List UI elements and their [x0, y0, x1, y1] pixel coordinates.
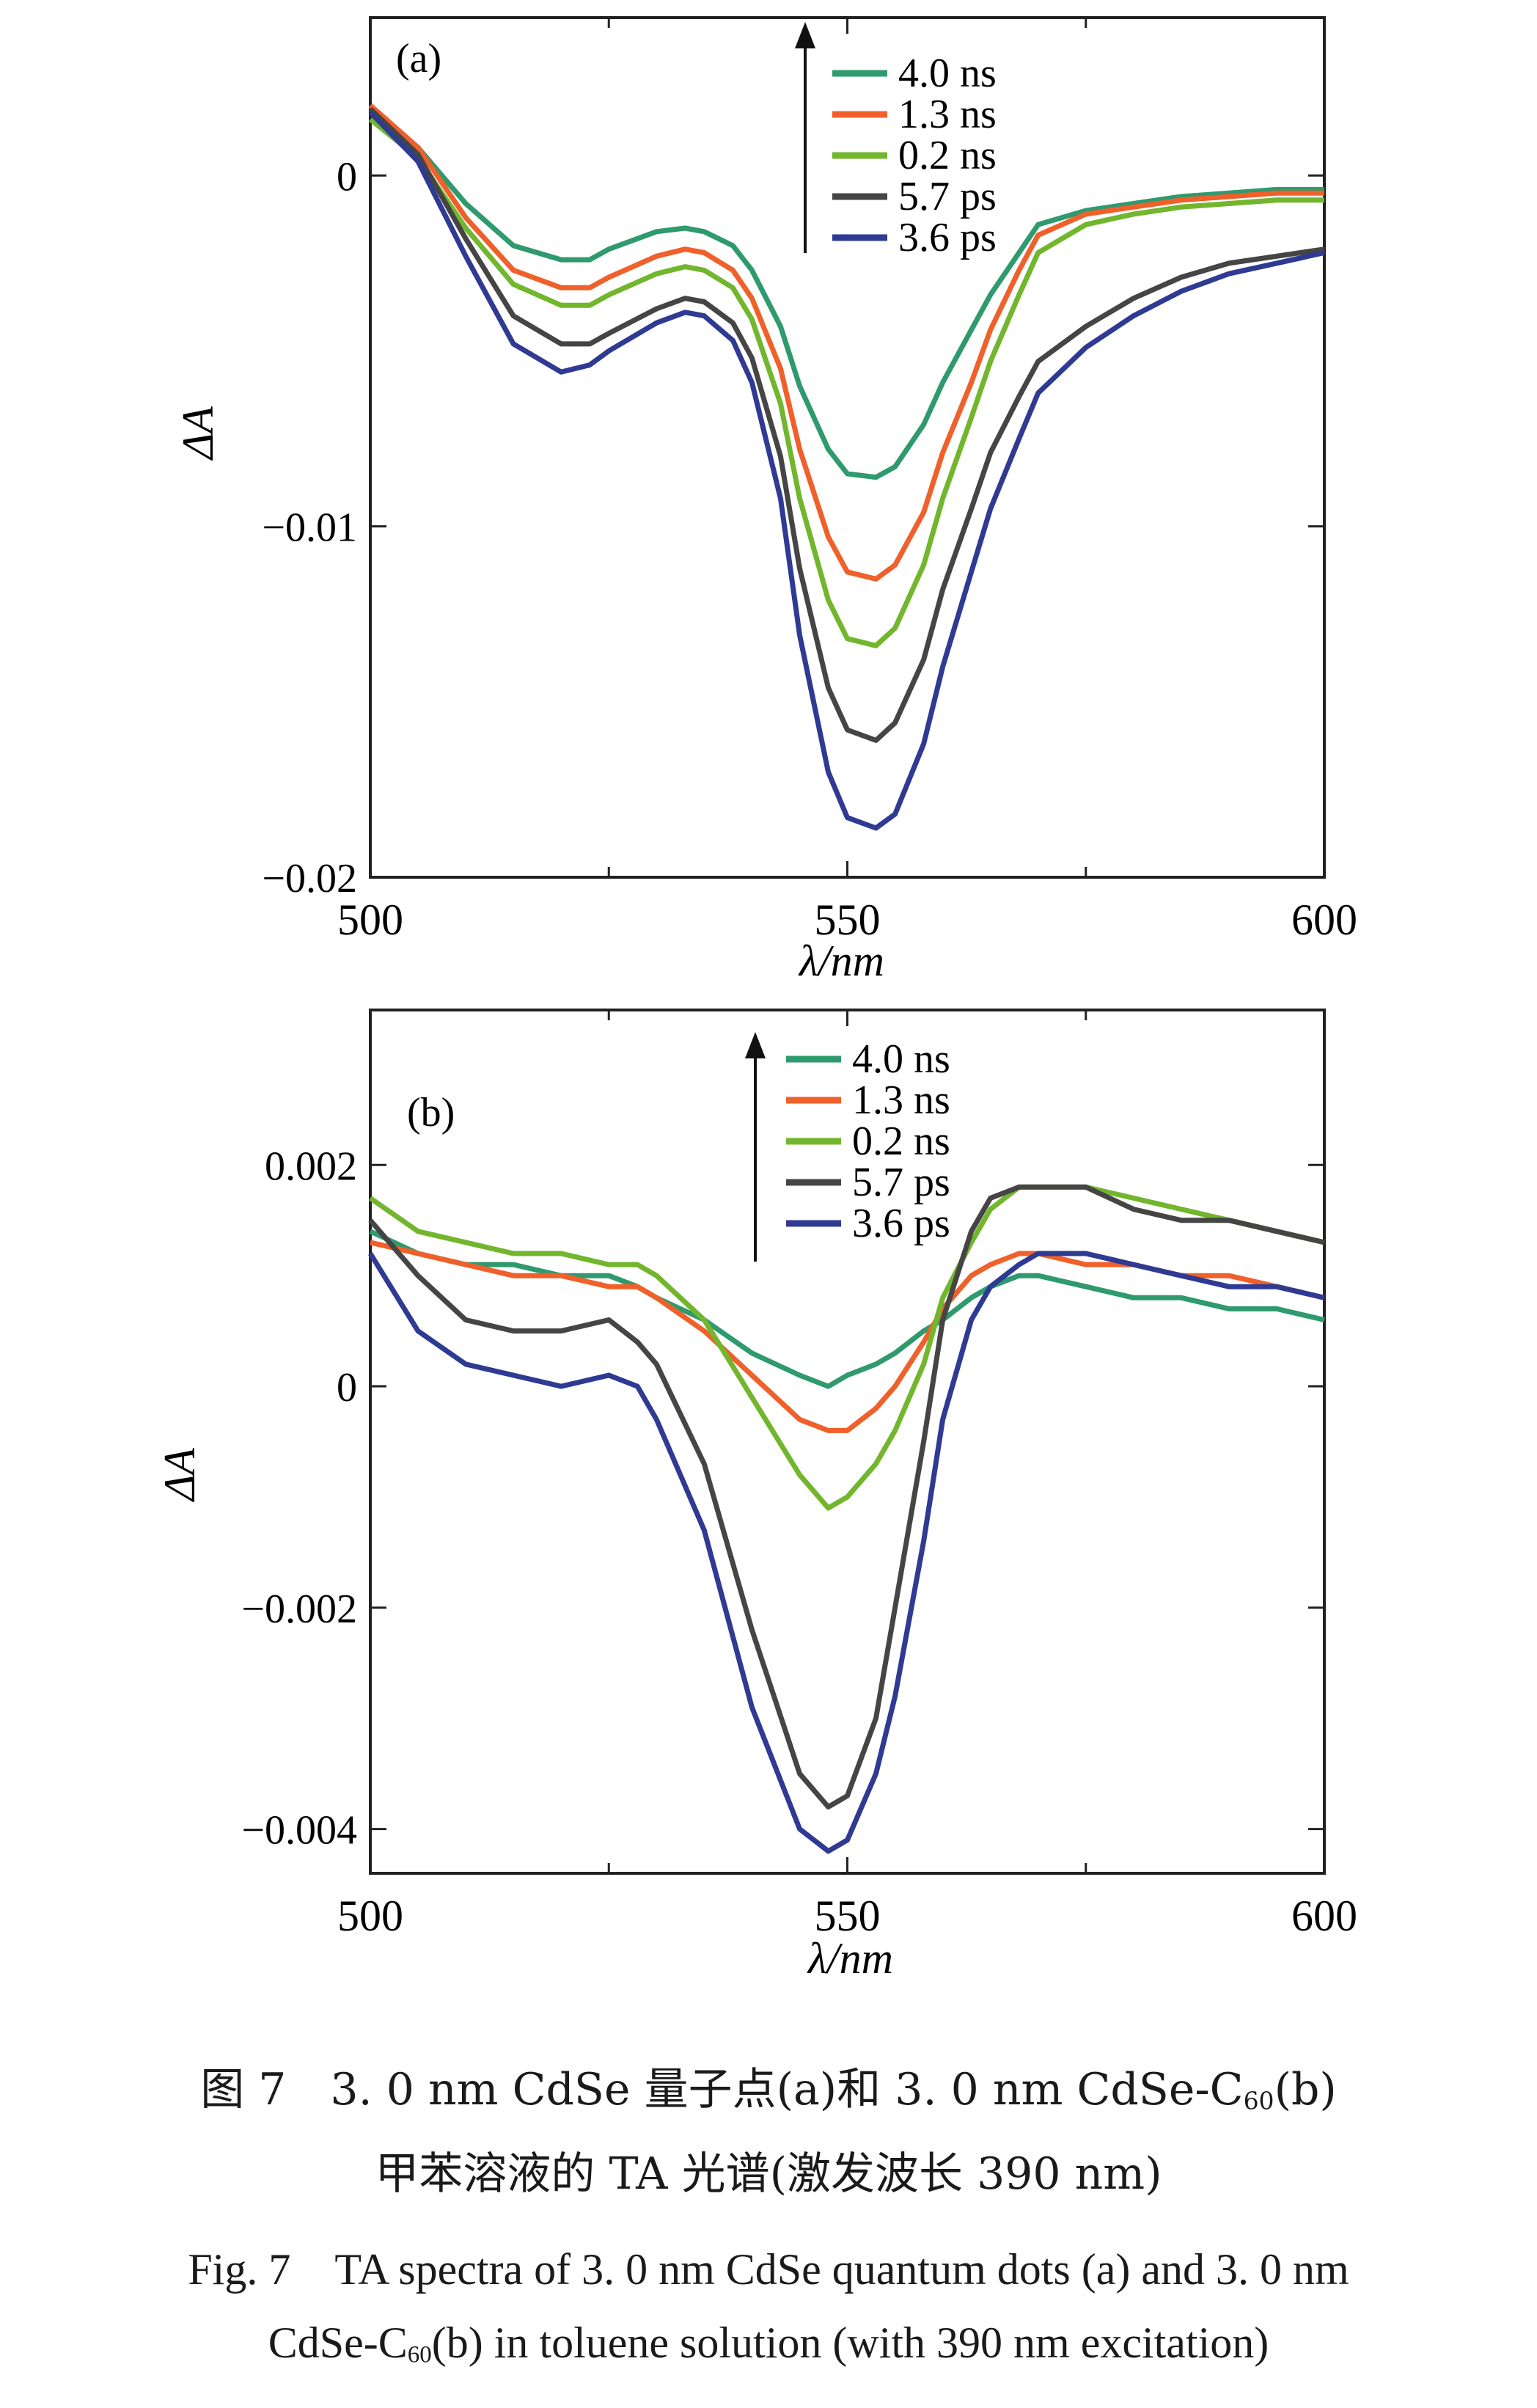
- y-tick-label: 0.002: [265, 1143, 357, 1189]
- y-axis-label: ΔA: [174, 406, 222, 461]
- x-tick-label: 550: [815, 1892, 881, 1940]
- series-line-3-6-ps: [368, 110, 1325, 831]
- legend-entry-label: 3.6 ps: [898, 215, 997, 260]
- series-line-3-6-ps: [368, 1251, 1325, 1854]
- series-line-5-7-ps: [368, 106, 1325, 743]
- y-tick-labels: 0 −0.01 −0.02: [262, 154, 357, 901]
- series-line-0-2-ns: [368, 117, 1324, 648]
- legend-entry-label: 5.7 ps: [852, 1160, 950, 1205]
- legend-arrow-head: [745, 1032, 766, 1058]
- x-tick-label: 500: [337, 1892, 403, 1940]
- series-line-4-0-ns: [368, 110, 1324, 480]
- x-tick-label: 500: [337, 896, 403, 944]
- series-line-5-7-ps: [368, 1184, 1325, 1809]
- axis-ticks: [369, 18, 1326, 879]
- plot-frame: [369, 1009, 1326, 1875]
- caption-en-line-2: CdSe-C60(b) in toluene solution (with 39…: [268, 2319, 1269, 2368]
- legend-entry-label: 0.2 ns: [898, 133, 997, 178]
- x-tick-label: 550: [815, 896, 881, 944]
- series-line-4-0-ns: [369, 1229, 1325, 1389]
- series-line-0-2-ns: [368, 1184, 1325, 1511]
- figure-7: 500 550 600 0 −0.01 −0.02 (a) λ/nm ΔA 4.0 ns…: [155, 16, 1357, 1983]
- legend-entry-label: 4.0 ns: [852, 1036, 950, 1082]
- series-line-1-3-ns: [368, 103, 1324, 582]
- legend-entry-label: 5.7 ps: [898, 174, 997, 219]
- y-tick-labels: 0.002 0 −0.002 −0.004: [241, 1143, 357, 1853]
- x-tick-label: 600: [1291, 896, 1357, 944]
- series-line-1-3-ns: [370, 1240, 1325, 1433]
- panel-label: (b): [407, 1090, 455, 1135]
- y-tick-label: −0.004: [241, 1808, 357, 1853]
- legend: 4.0 ns1.3 ns0.2 ns5.7 ps3.6 ps: [745, 1032, 950, 1262]
- y-tick-label: −0.01: [262, 505, 357, 551]
- caption-cn-line-2: 甲苯溶液的 TA 光谱(激发波长 390 nm): [375, 2148, 1162, 2200]
- y-tick-label: 0: [337, 154, 357, 200]
- panel-a: 500 550 600 0 −0.01 −0.02 (a) λ/nm ΔA 4.0 ns…: [174, 16, 1357, 985]
- legend-entry-label: 4.0 ns: [898, 51, 997, 96]
- axis-ticks: [369, 1010, 1326, 1873]
- series-lines: [368, 103, 1325, 831]
- legend-arrow-head: [795, 22, 815, 48]
- y-tick-label: −0.02: [262, 856, 357, 901]
- plot-frame: [369, 16, 1326, 879]
- caption-cn-line-1: 图 7 3. 0 nm CdSe 量子点(a)和 3. 0 nm CdSe-C6…: [200, 2064, 1337, 2115]
- x-axis-label: λ/nm: [807, 1934, 893, 1983]
- y-tick-label: −0.002: [241, 1587, 357, 1632]
- caption-en-line-1: Fig. 7 TA spectra of 3. 0 nm CdSe quantu…: [188, 2245, 1349, 2294]
- legend-entry-label: 0.2 ns: [852, 1119, 950, 1164]
- x-tick-labels: 500 550 600: [337, 896, 1357, 944]
- x-axis-label: λ/nm: [798, 937, 884, 985]
- legend-entry-label: 1.3 ns: [852, 1077, 950, 1123]
- legend-entry-label: 3.6 ps: [852, 1201, 950, 1246]
- legend: 4.0 ns1.3 ns0.2 ns5.7 ps3.6 ps: [795, 22, 997, 260]
- panel-label: (a): [396, 36, 441, 81]
- x-tick-label: 600: [1291, 1892, 1357, 1940]
- y-tick-label: 0: [337, 1365, 357, 1410]
- legend-entry-label: 1.3 ns: [898, 92, 997, 137]
- y-axis-label: ΔA: [155, 1448, 204, 1502]
- x-tick-labels: 500 550 600: [337, 1892, 1357, 1940]
- panel-b: 500 550 600 0.002 0 −0.002 −0.004 (b) λ/nm ΔA…: [155, 1009, 1357, 1983]
- series-lines: [368, 1184, 1325, 1854]
